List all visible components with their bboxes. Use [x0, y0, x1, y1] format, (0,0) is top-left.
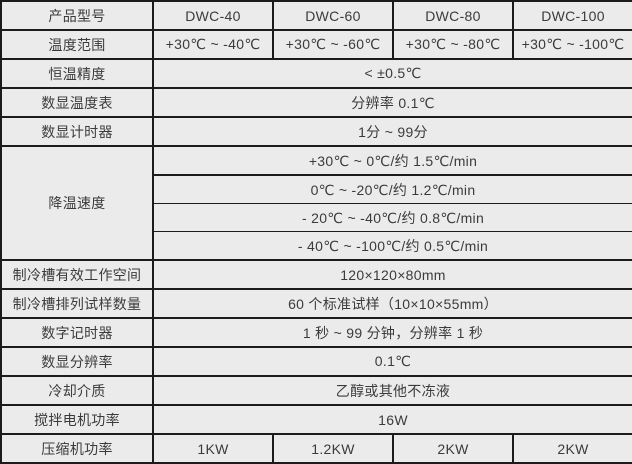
label-digital-timer-seconds: 数字记时器 — [0, 317, 154, 348]
label-digital-thermometer: 数显温度表 — [0, 87, 154, 118]
row-compressor-power: 压缩机功率 1KW 1.2KW 2KW 2KW — [0, 433, 632, 464]
value-cooling-medium: 乙醇或其他不冻液 — [152, 375, 632, 406]
value-cooling-speed-1: +30℃ ~ 0℃/约 1.5℃/min — [152, 145, 632, 176]
label-compressor-power: 压缩机功率 — [0, 433, 154, 464]
value-work-space: 120×120×80mm — [152, 259, 632, 290]
row-cooling-medium: 冷却介质 乙醇或其他不冻液 — [0, 375, 632, 406]
row-digital-timer-seconds: 数字记时器 1 秒 ~ 99 分钟，分辨率 1 秒 — [0, 317, 632, 348]
value-compressor-power-3: 2KW — [392, 433, 514, 464]
row-sample-capacity: 制冷槽排列试样数量 60 个标准试样（10×10×55mm） — [0, 288, 632, 319]
value-cooling-speed-3: - 20℃ ~ -40℃/约 0.8℃/min — [152, 203, 632, 232]
label-cooling-medium: 冷却介质 — [0, 375, 154, 406]
label-temp-range: 温度范围 — [0, 29, 154, 60]
value-display-resolution: 0.1℃ — [152, 346, 632, 377]
value-temp-range-4: +30℃ ~ -100℃ — [512, 29, 632, 60]
label-cooling-speed: 降温速度 — [0, 145, 154, 261]
row-digital-timer-minutes: 数显计时器 1分 ~ 99分 — [0, 116, 632, 147]
label-stir-motor-power: 搅拌电机功率 — [0, 404, 154, 435]
label-constant-temp-accuracy: 恒温精度 — [0, 58, 154, 89]
value-digital-timer-seconds: 1 秒 ~ 99 分钟，分辨率 1 秒 — [152, 317, 632, 348]
value-stir-motor-power: 16W — [152, 404, 632, 435]
value-constant-temp-accuracy: < ±0.5℃ — [152, 58, 632, 89]
value-product-model-4: DWC-100 — [512, 0, 632, 31]
row-product-model: 产品型号 DWC-40 DWC-60 DWC-80 DWC-100 — [0, 0, 632, 31]
value-product-model-2: DWC-60 — [272, 0, 394, 31]
label-display-resolution: 数显分辨率 — [0, 346, 154, 377]
value-digital-timer-minutes: 1分 ~ 99分 — [152, 116, 632, 147]
value-compressor-power-4: 2KW — [512, 433, 632, 464]
label-sample-capacity: 制冷槽排列试样数量 — [0, 288, 154, 319]
row-digital-thermometer: 数显温度表 分辨率 0.1℃ — [0, 87, 632, 118]
row-cooling-speed-2: 0℃ ~ -20℃/约 1.2℃/min — [1, 174, 632, 204]
value-compressor-power-1: 1KW — [152, 433, 274, 464]
row-cooling-speed-3: - 20℃ ~ -40℃/约 0.8℃/min — [1, 203, 632, 232]
row-constant-temp-accuracy: 恒温精度 < ±0.5℃ — [0, 58, 632, 89]
row-cooling-speed-1: 降温速度 +30℃ ~ 0℃/约 1.5℃/min — [0, 145, 632, 261]
value-temp-range-3: +30℃ ~ -80℃ — [392, 29, 514, 60]
value-product-model-1: DWC-40 — [152, 0, 274, 31]
label-digital-timer-minutes: 数显计时器 — [0, 116, 154, 147]
label-product-model: 产品型号 — [0, 0, 154, 31]
value-compressor-power-2: 1.2KW — [272, 433, 394, 464]
label-work-space: 制冷槽有效工作空间 — [0, 259, 154, 290]
value-cooling-speed-4: - 40℃ ~ -100℃/约 0.5℃/min — [152, 231, 632, 261]
value-cooling-speed-2: 0℃ ~ -20℃/约 1.2℃/min — [152, 174, 632, 204]
row-stir-motor-power: 搅拌电机功率 16W — [0, 404, 632, 435]
value-sample-capacity: 60 个标准试样（10×10×55mm） — [152, 288, 632, 319]
value-digital-thermometer: 分辨率 0.1℃ — [152, 87, 632, 118]
row-display-resolution: 数显分辨率 0.1℃ — [0, 346, 632, 377]
value-product-model-3: DWC-80 — [392, 0, 514, 31]
value-temp-range-1: +30℃ ~ -40℃ — [152, 29, 274, 60]
value-temp-range-2: +30℃ ~ -60℃ — [272, 29, 394, 60]
row-work-space: 制冷槽有效工作空间 120×120×80mm — [0, 259, 632, 290]
row-temp-range: 温度范围 +30℃ ~ -40℃ +30℃ ~ -60℃ +30℃ ~ -80℃… — [0, 29, 632, 60]
